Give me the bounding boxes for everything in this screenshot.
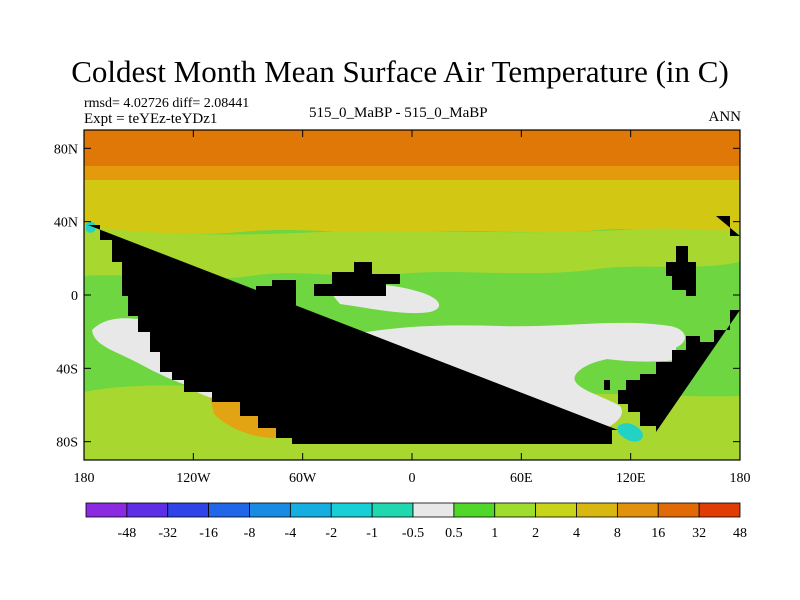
legend-label: -32 bbox=[158, 526, 177, 541]
band-high-lat bbox=[84, 166, 740, 182]
x-axis: 180 120W 60W 0 60E 120E 180 bbox=[74, 130, 751, 486]
band-subtropic bbox=[84, 226, 740, 279]
x-tick-label: 180 bbox=[730, 471, 751, 486]
legend-swatch bbox=[249, 502, 291, 518]
legend-label: 1 bbox=[491, 526, 498, 541]
legend-label: 48 bbox=[733, 526, 747, 541]
legend-label: -8 bbox=[244, 526, 256, 541]
legend-swatch bbox=[167, 502, 210, 518]
band-mid-lat bbox=[84, 180, 740, 234]
experiment-text: Expt = teYEz-teYDz1 bbox=[84, 111, 218, 127]
y-tick-label: 80N bbox=[54, 142, 78, 157]
coast-southern-shelf bbox=[334, 372, 406, 418]
legend-swatch bbox=[576, 502, 618, 518]
y-tick-label: 0 bbox=[71, 289, 78, 304]
legend-swatch bbox=[289, 502, 332, 518]
y-axis: 80N 40N 0 40S 80S bbox=[54, 142, 740, 451]
legend-swatch bbox=[657, 502, 700, 518]
legend-label: -1 bbox=[366, 526, 378, 541]
legend-swatch bbox=[494, 502, 537, 518]
legend-label: 2 bbox=[532, 526, 539, 541]
y-tick-label: 40S bbox=[56, 362, 78, 377]
season-text: ANN bbox=[708, 109, 742, 125]
legend-label: 16 bbox=[651, 526, 665, 541]
legend-swatch bbox=[616, 502, 659, 518]
legend-swatch bbox=[126, 502, 169, 518]
legend-label: -48 bbox=[118, 526, 137, 541]
legend-swatch bbox=[535, 502, 577, 518]
legend-label: -2 bbox=[325, 526, 337, 541]
cold-patch-antarctic bbox=[617, 423, 643, 442]
legend-label: 4 bbox=[573, 526, 580, 541]
legend-swatch bbox=[698, 502, 741, 518]
legend-label: -4 bbox=[285, 526, 297, 541]
coast-west-continent bbox=[88, 225, 618, 444]
legend-swatch bbox=[412, 502, 455, 518]
y-tick-label: 40N bbox=[54, 216, 78, 231]
legend-swatch bbox=[371, 502, 414, 518]
coast-atlantic-islands bbox=[314, 262, 400, 296]
legend-label: -16 bbox=[199, 526, 218, 541]
legend-label: 0.5 bbox=[445, 526, 463, 541]
x-tick-label: 120W bbox=[176, 471, 211, 486]
legend-swatch bbox=[453, 502, 496, 518]
legend-swatch bbox=[208, 502, 250, 518]
cold-patch-north-west bbox=[86, 221, 96, 233]
x-tick-label: 0 bbox=[409, 471, 416, 486]
comparison-text: 515_0_MaBP - 515_0_MaBP bbox=[309, 105, 488, 121]
legend-label: 32 bbox=[692, 526, 706, 541]
coast-east-continent bbox=[618, 310, 740, 432]
legend-label: 8 bbox=[614, 526, 621, 541]
coast-north-east bbox=[666, 216, 740, 296]
x-tick-label: 60E bbox=[510, 471, 533, 486]
legend-label: -0.5 bbox=[402, 526, 424, 541]
x-tick-label: 120E bbox=[616, 471, 646, 486]
x-tick-label: 180 bbox=[74, 471, 95, 486]
color-legend: -48 -32 -16 -8 -4 -2 -1 -0.5 0.5 1 2 4 8 16 32 48 bbox=[85, 502, 747, 541]
legend-swatch bbox=[330, 502, 373, 518]
x-tick-label: 60W bbox=[289, 471, 317, 486]
y-tick-label: 80S bbox=[56, 436, 78, 451]
legend-swatch bbox=[85, 502, 128, 518]
map-title: Coldest Month Mean Surface Air Temperatu… bbox=[71, 54, 729, 89]
coast-central-block bbox=[214, 280, 306, 364]
stats-text: rmsd= 4.02726 diff= 2.08441 bbox=[84, 96, 250, 111]
coastlines bbox=[88, 216, 740, 444]
near-zero-east bbox=[560, 335, 676, 362]
